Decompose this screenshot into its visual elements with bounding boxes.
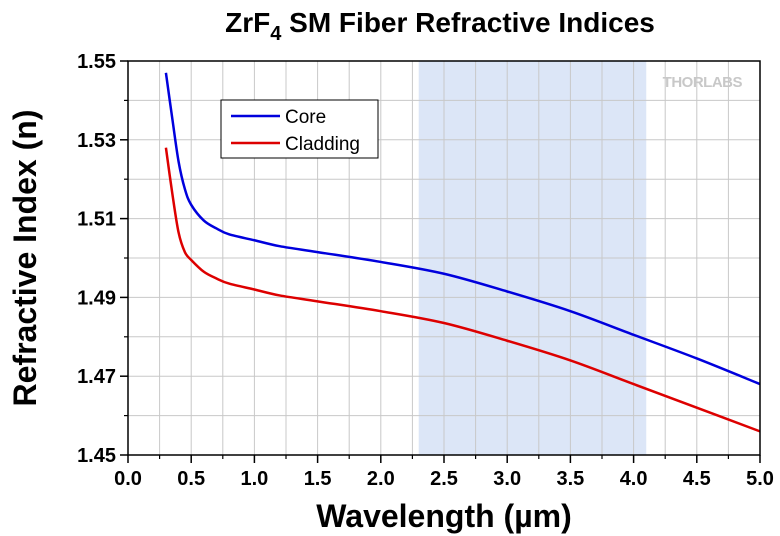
chart-title: ZrF4 SM Fiber Refractive Indices	[225, 7, 655, 45]
thorlabs-watermark: THORLABS	[663, 74, 743, 91]
chart-title-main: ZrF	[225, 7, 270, 38]
x-tick-label: 0.0	[114, 468, 142, 490]
x-tick-label: 4.5	[683, 468, 711, 490]
x-tick-label: 1.0	[240, 468, 268, 490]
chart-title-subscript: 4	[270, 23, 282, 45]
x-tick-label: 3.0	[493, 468, 521, 490]
x-tick-label: 4.0	[620, 468, 648, 490]
x-tick-label: 2.5	[430, 468, 458, 490]
y-tick-label: 1.55	[77, 51, 116, 73]
series-layer	[164, 72, 761, 433]
x-tick-label: 1.5	[304, 468, 332, 490]
legend-box	[220, 99, 379, 159]
x-tick-label: 3.5	[556, 468, 584, 490]
x-tick-label: 2.0	[367, 468, 395, 490]
legend-label-cladding: Cladding	[285, 134, 360, 155]
y-tick-label: 1.49	[77, 287, 116, 309]
y-tick-label: 1.47	[77, 366, 116, 388]
series-line-core	[164, 72, 761, 386]
tick-layer: 0.0 0.5 1.0 1.5 2.0 2.5 3.0 3.5 4.0 4.5 5.0 1.45 1.4…	[77, 51, 774, 490]
chart-title-rest: SM Fiber Refractive Indices	[281, 7, 654, 38]
x-tick-label: 0.5	[177, 468, 205, 490]
series-line-cladding	[164, 147, 761, 433]
y-tick-label: 1.51	[77, 209, 116, 231]
x-axis-label: Wavelength (µm)	[316, 498, 571, 534]
y-tick-label: 1.53	[77, 130, 116, 152]
y-tick-label: 1.45	[77, 445, 116, 467]
y-axis-label: Refractive Index (n)	[7, 110, 43, 407]
legend: Core Cladding	[220, 99, 379, 159]
x-tick-label: 5.0	[746, 468, 774, 490]
legend-label-core: Core	[285, 107, 326, 128]
